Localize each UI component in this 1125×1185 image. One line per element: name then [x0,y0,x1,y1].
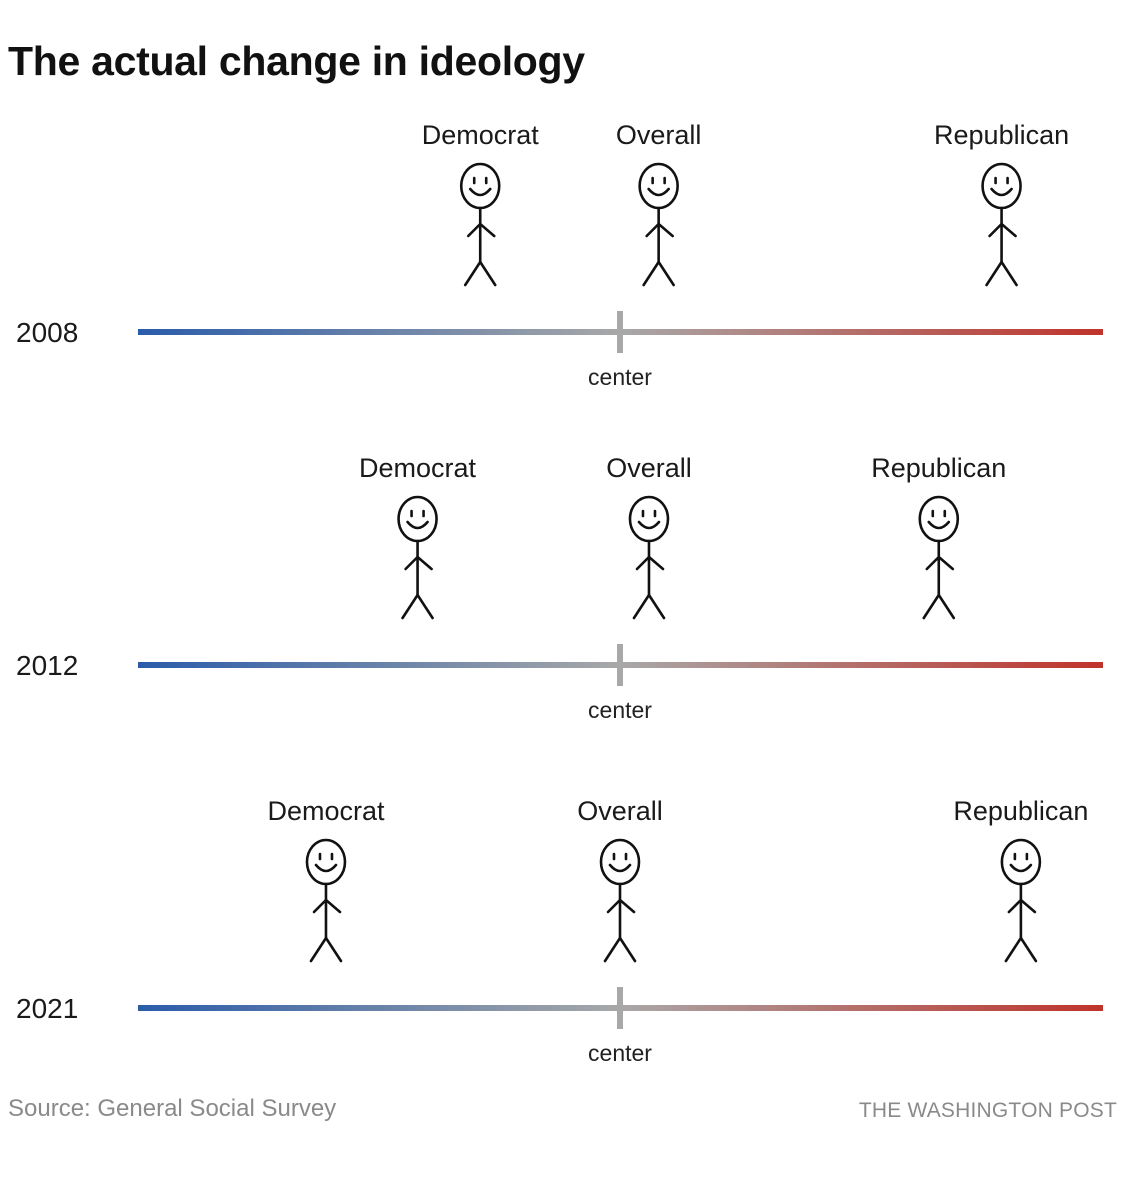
figure-head [981,162,1022,210]
stick-figure-democrat [459,162,501,287]
stick-figure-republican [981,162,1022,287]
center-label: center [588,1040,652,1066]
figure-head [459,162,501,210]
row-2021: 2021 center Democrat Overall Republican [16,796,1103,1066]
figure-label-republican: Republican [953,796,1088,826]
center-tick [617,987,623,1029]
figure-head [1000,838,1042,886]
figure-label-overall: Overall [606,453,692,483]
source-note: Source: General Social Survey [8,1095,337,1122]
stick-figure-overall [638,162,679,287]
chart-title: The actual change in ideology [8,38,585,84]
figure-label-republican: Republican [871,453,1006,483]
center-label: center [588,364,652,390]
figure-head [305,838,347,886]
figure-head [918,495,960,543]
figure-head [628,495,670,543]
publisher-credit: THE WASHINGTON POST [858,1099,1117,1122]
stick-figure-overall [599,838,641,963]
stick-figure-republican [1000,838,1042,963]
figure-label-democrat: Democrat [359,453,477,483]
stick-figure-democrat [305,838,347,963]
year-label: 2012 [16,650,78,681]
center-tick [617,644,623,686]
year-label: 2008 [16,317,78,348]
figure-head [397,495,438,543]
row-2012: 2012 center Democrat Overall Republican [16,453,1103,723]
figure-label-overall: Overall [616,120,702,150]
figure-label-democrat: Democrat [267,796,385,826]
figure-head [599,838,641,886]
figure-label-republican: Republican [934,120,1069,150]
year-label: 2021 [16,993,78,1024]
center-tick [617,311,623,353]
figure-label-democrat: Democrat [422,120,540,150]
stick-figure-overall [628,495,670,620]
row-2008: 2008 center Democrat Overall Republican [16,120,1103,390]
figure-head [638,162,679,210]
center-label: center [588,697,652,723]
stick-figure-democrat [397,495,438,620]
stick-figure-republican [918,495,960,620]
figure-label-overall: Overall [577,796,663,826]
rows-layer: 2008 center Democrat Overall Republican 2012 c… [16,120,1103,1066]
